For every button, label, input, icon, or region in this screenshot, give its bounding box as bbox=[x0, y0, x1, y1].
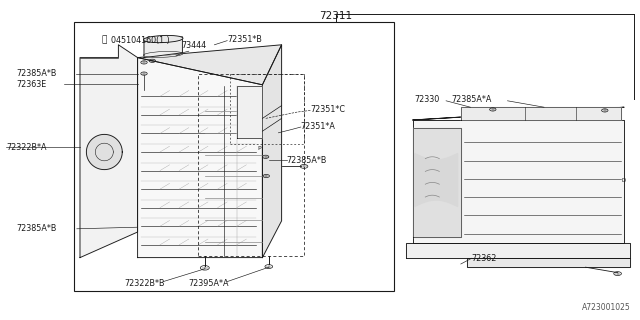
Text: 72395A*A: 72395A*A bbox=[189, 279, 229, 288]
Text: 72330: 72330 bbox=[415, 95, 440, 104]
Text: 72322B*B: 72322B*B bbox=[125, 279, 165, 288]
Text: D: D bbox=[622, 178, 626, 183]
Text: 72311: 72311 bbox=[319, 11, 353, 21]
Text: 72362: 72362 bbox=[472, 254, 497, 263]
Polygon shape bbox=[413, 128, 461, 237]
Text: A723001025: A723001025 bbox=[582, 303, 630, 312]
Text: Ⓢ: Ⓢ bbox=[101, 36, 106, 45]
Polygon shape bbox=[86, 134, 122, 170]
Text: 72363E: 72363E bbox=[17, 80, 47, 89]
Ellipse shape bbox=[143, 36, 183, 43]
Text: P: P bbox=[257, 146, 261, 151]
Polygon shape bbox=[262, 45, 282, 258]
Polygon shape bbox=[237, 86, 262, 138]
Polygon shape bbox=[144, 37, 182, 58]
Text: 72385A*B: 72385A*B bbox=[17, 224, 57, 233]
Bar bbox=[74, 22, 394, 291]
Polygon shape bbox=[413, 120, 624, 243]
Polygon shape bbox=[406, 243, 630, 258]
Text: 72322B*A: 72322B*A bbox=[6, 143, 47, 152]
Text: 72385A*A: 72385A*A bbox=[451, 95, 492, 104]
Polygon shape bbox=[413, 107, 624, 120]
Polygon shape bbox=[467, 258, 630, 267]
Text: 72385A*B: 72385A*B bbox=[287, 156, 327, 164]
Text: 73444: 73444 bbox=[181, 41, 206, 50]
Text: 045104160(1 ): 045104160(1 ) bbox=[111, 36, 170, 45]
Text: 72351*A: 72351*A bbox=[301, 122, 335, 131]
Text: 72385A*B: 72385A*B bbox=[17, 69, 57, 78]
Polygon shape bbox=[80, 45, 138, 258]
Polygon shape bbox=[461, 107, 621, 120]
Text: 72351*C: 72351*C bbox=[310, 105, 346, 114]
Polygon shape bbox=[138, 58, 262, 258]
Polygon shape bbox=[415, 154, 458, 206]
Text: 72351*B: 72351*B bbox=[227, 35, 262, 44]
Polygon shape bbox=[138, 45, 282, 85]
